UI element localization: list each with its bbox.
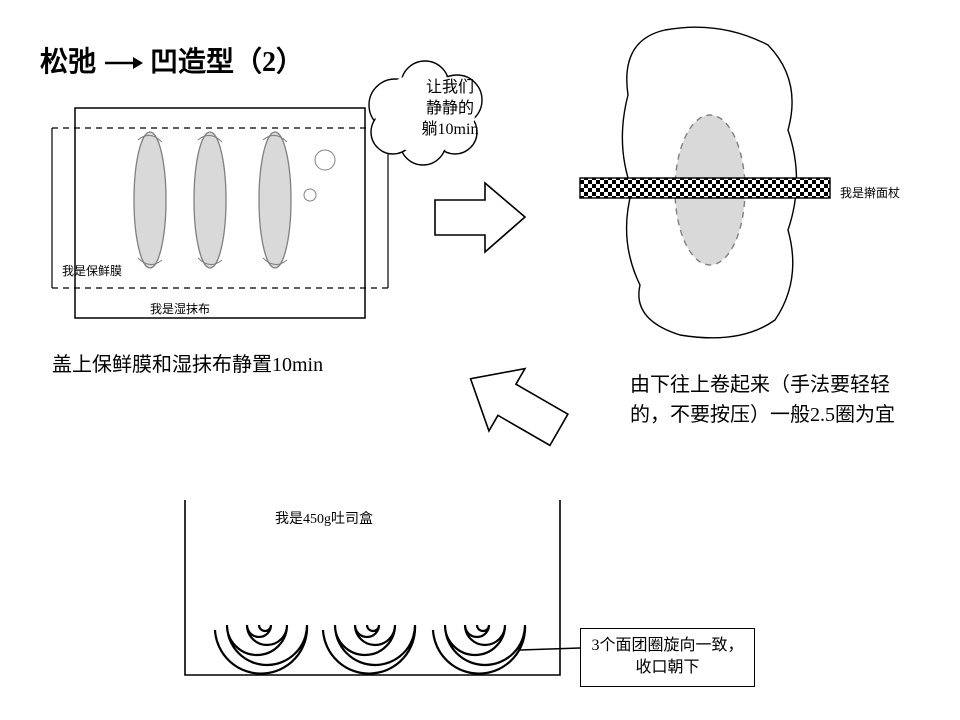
spiral-2 xyxy=(323,625,415,674)
tin-label: 我是450g吐司盒 xyxy=(275,508,373,528)
spiral-3 xyxy=(433,625,525,674)
callout-leader xyxy=(520,648,580,650)
callout-text: 3个面团圈旋向一致，收口朝下 xyxy=(591,637,743,676)
panel-3-svg xyxy=(0,0,960,720)
spiral-1 xyxy=(215,625,307,674)
callout-box: 3个面团圈旋向一致，收口朝下 xyxy=(580,628,755,687)
